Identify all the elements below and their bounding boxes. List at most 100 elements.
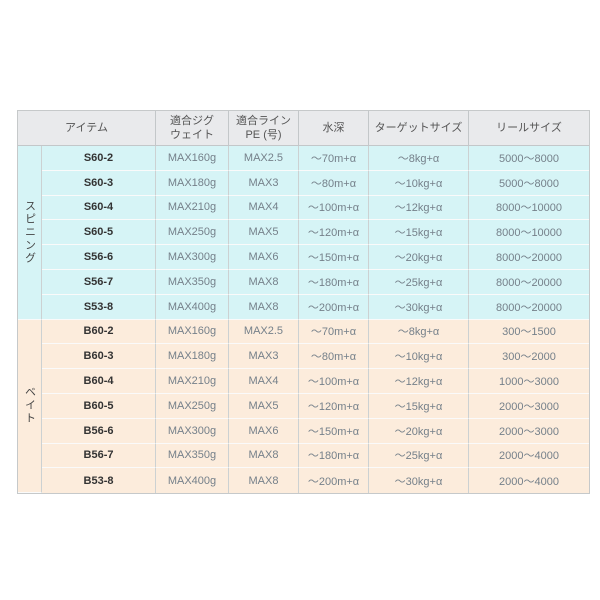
reel-size-cell: 1000〜3000 xyxy=(469,369,589,394)
line-pe-cell: MAX6 xyxy=(229,418,299,444)
line-pe-cell: MAX2.5 xyxy=(229,146,299,171)
target-size-cell: 〜30kg+α xyxy=(369,294,469,320)
item-cell: B60-5 xyxy=(42,393,156,419)
jig-weight-cell: MAX160g xyxy=(156,319,229,345)
depth-cell: 〜120m+α xyxy=(299,393,369,419)
jig-weight-cell: MAX300g xyxy=(156,418,229,444)
jig-weight-cell: MAX350g xyxy=(156,443,229,469)
item-cell: B60-4 xyxy=(42,369,156,394)
table-row: スピニング S60-2 MAX160g MAX2.5 〜70m+α 〜8kg+α … xyxy=(18,146,589,320)
reel-size-cell: 2000〜4000 xyxy=(469,443,589,469)
reel-size-cell: 8000〜20000 xyxy=(469,269,589,295)
table-row: S56-7 MAX350g MAX8 〜180m+α 〜25kg+α 8000〜… xyxy=(18,269,589,295)
jig-weight-cell: MAX160g xyxy=(156,146,229,171)
table-row: S60-5 MAX250g MAX5 〜120m+α 〜15kg+α 8000〜… xyxy=(18,220,589,246)
depth-cell: 〜80m+α xyxy=(299,170,369,196)
line-pe-cell: MAX8 xyxy=(229,443,299,469)
reel-size-cell: 5000〜8000 xyxy=(469,146,589,171)
header-line-pe: 適合ライン PE (号) xyxy=(229,111,299,146)
target-size-cell: 〜10kg+α xyxy=(369,344,469,370)
jig-weight-cell: MAX400g xyxy=(156,468,229,494)
depth-cell: 〜150m+α xyxy=(299,418,369,444)
line-pe-cell: MAX8 xyxy=(229,468,299,494)
item-cell: B53-8 xyxy=(42,468,156,494)
reel-size-cell: 8000〜10000 xyxy=(469,220,589,246)
header-depth: 水深 xyxy=(299,111,369,146)
line-pe-cell: MAX8 xyxy=(229,269,299,295)
group-label-cell: スピニング xyxy=(18,146,42,320)
jig-weight-cell: MAX300g xyxy=(156,245,229,270)
depth-cell: 〜100m+α xyxy=(299,195,369,221)
table-row: B60-3 MAX180g MAX3 〜80m+α 〜10kg+α 300〜20… xyxy=(18,344,589,370)
line-pe-cell: MAX5 xyxy=(229,220,299,246)
table-row: S56-6 MAX300g MAX6 〜150m+α 〜20kg+α 8000〜… xyxy=(18,245,589,270)
target-size-cell: 〜8kg+α xyxy=(369,146,469,171)
depth-cell: 〜70m+α xyxy=(299,319,369,345)
jig-weight-cell: MAX180g xyxy=(156,170,229,196)
target-size-cell: 〜10kg+α xyxy=(369,170,469,196)
target-size-cell: 〜20kg+α xyxy=(369,245,469,270)
table-body: スピニング S60-2 MAX160g MAX2.5 〜70m+α 〜8kg+α … xyxy=(18,146,589,494)
depth-cell: 〜80m+α xyxy=(299,344,369,370)
item-cell: S56-6 xyxy=(42,245,156,270)
item-cell: S60-5 xyxy=(42,220,156,246)
item-cell: B56-7 xyxy=(42,443,156,469)
line-pe-cell: MAX4 xyxy=(229,369,299,394)
table-row: B56-6 MAX300g MAX6 〜150m+α 〜20kg+α 2000〜… xyxy=(18,418,589,444)
table-row: S60-3 MAX180g MAX3 〜80m+α 〜10kg+α 5000〜8… xyxy=(18,170,589,196)
line-pe-cell: MAX6 xyxy=(229,245,299,270)
depth-cell: 〜200m+α xyxy=(299,468,369,494)
header-target-size: ターゲットサイズ xyxy=(369,111,469,146)
header-reel-size: リールサイズ xyxy=(469,111,589,146)
reel-size-cell: 8000〜20000 xyxy=(469,294,589,320)
item-cell: S53-8 xyxy=(42,294,156,320)
table-row: S53-8 MAX400g MAX8 〜200m+α 〜30kg+α 8000〜… xyxy=(18,294,589,320)
reel-size-cell: 2000〜3000 xyxy=(469,418,589,444)
line-pe-cell: MAX3 xyxy=(229,344,299,370)
table-row: S60-4 MAX210g MAX4 〜100m+α 〜12kg+α 8000〜… xyxy=(18,195,589,221)
table-row: ベイト B60-2 MAX160g MAX2.5 〜70m+α 〜8kg+α 30… xyxy=(18,319,589,494)
item-cell: S56-7 xyxy=(42,269,156,295)
group-label-cell: ベイト xyxy=(18,319,42,494)
target-size-cell: 〜12kg+α xyxy=(369,195,469,221)
depth-cell: 〜100m+α xyxy=(299,369,369,394)
jig-weight-cell: MAX180g xyxy=(156,344,229,370)
item-cell: S60-4 xyxy=(42,195,156,221)
depth-cell: 〜200m+α xyxy=(299,294,369,320)
table-row: B60-5 MAX250g MAX5 〜120m+α 〜15kg+α 2000〜… xyxy=(18,393,589,419)
item-cell: B60-2 xyxy=(42,319,156,345)
jig-weight-cell: MAX210g xyxy=(156,195,229,221)
item-cell: B60-3 xyxy=(42,344,156,370)
depth-cell: 〜70m+α xyxy=(299,146,369,171)
depth-cell: 〜180m+α xyxy=(299,269,369,295)
reel-size-cell: 300〜2000 xyxy=(469,344,589,370)
jig-weight-cell: MAX350g xyxy=(156,269,229,295)
jig-weight-cell: MAX400g xyxy=(156,294,229,320)
line-pe-cell: MAX2.5 xyxy=(229,319,299,345)
depth-cell: 〜120m+α xyxy=(299,220,369,246)
table-row: B56-7 MAX350g MAX8 〜180m+α 〜25kg+α 2000〜… xyxy=(18,443,589,469)
line-pe-cell: MAX8 xyxy=(229,294,299,320)
target-size-cell: 〜20kg+α xyxy=(369,418,469,444)
target-size-cell: 〜15kg+α xyxy=(369,220,469,246)
header-jig-weight: 適合ジグ ウェイト xyxy=(156,111,229,146)
depth-cell: 〜150m+α xyxy=(299,245,369,270)
target-size-cell: 〜8kg+α xyxy=(369,319,469,345)
line-pe-cell: MAX4 xyxy=(229,195,299,221)
reel-size-cell: 300〜1500 xyxy=(469,319,589,345)
target-size-cell: 〜15kg+α xyxy=(369,393,469,419)
target-size-cell: 〜25kg+α xyxy=(369,443,469,469)
table-row: B60-4 MAX210g MAX4 〜100m+α 〜12kg+α 1000〜… xyxy=(18,369,589,394)
item-cell: S60-2 xyxy=(42,146,156,171)
reel-size-cell: 2000〜4000 xyxy=(469,468,589,494)
reel-size-cell: 8000〜20000 xyxy=(469,245,589,270)
line-pe-cell: MAX3 xyxy=(229,170,299,196)
item-cell: S60-3 xyxy=(42,170,156,196)
jig-weight-cell: MAX210g xyxy=(156,369,229,394)
reel-size-cell: 5000〜8000 xyxy=(469,170,589,196)
header-item: アイテム xyxy=(18,111,156,146)
depth-cell: 〜180m+α xyxy=(299,443,369,469)
target-size-cell: 〜25kg+α xyxy=(369,269,469,295)
table-header-row: アイテム 適合ジグ ウェイト 適合ライン PE (号) 水深 ターゲットサイズ … xyxy=(18,111,589,146)
line-pe-cell: MAX5 xyxy=(229,393,299,419)
